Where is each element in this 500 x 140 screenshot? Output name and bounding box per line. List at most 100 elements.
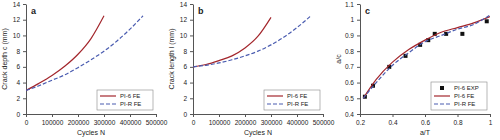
tick: 200000 <box>235 114 257 126</box>
tick: 0.8 <box>453 114 462 126</box>
tick-mark <box>78 114 79 117</box>
tick: 500000 <box>313 114 335 126</box>
line <box>193 17 310 67</box>
tick-label: 10 <box>13 32 21 39</box>
tick-label: 1.1 <box>345 1 354 8</box>
plot-area <box>26 16 143 91</box>
tick-mark <box>297 114 298 117</box>
tick: 0.7 <box>345 63 360 70</box>
tick-label: 200000 <box>68 119 90 126</box>
tick: 100000 <box>209 114 231 126</box>
tick: 1 <box>350 16 360 23</box>
legend: PI-6 EXP PI-6 FE PI-R FE <box>431 82 487 110</box>
plot-area <box>193 17 310 67</box>
tick-mark <box>357 20 360 21</box>
legend-label: PI-6 FE <box>287 93 307 99</box>
tick: 8 <box>16 48 26 55</box>
tick: 0.4 <box>345 111 360 118</box>
tick-label: 4 <box>183 79 187 86</box>
tick-mark <box>190 98 193 99</box>
tick-mark <box>190 35 193 36</box>
tick-label: 2 <box>183 95 187 102</box>
tick-label: 1 <box>350 16 354 23</box>
tick-label: 14 <box>13 1 21 8</box>
tick-mark <box>156 114 157 117</box>
tick: 10 <box>180 32 193 39</box>
legend-label: PI-6 FE <box>120 93 140 99</box>
y-axis: 0 2 4 6 8 10 12 14 <box>13 1 27 118</box>
legend-label: PI-6 EXP <box>454 85 479 91</box>
tick: 0 <box>16 111 26 118</box>
tick-mark <box>190 51 193 52</box>
tick-mark <box>190 4 193 5</box>
y-axis-title: a/c <box>335 54 342 64</box>
axis-line <box>360 5 361 115</box>
tick-mark <box>23 4 26 5</box>
axis-line <box>194 114 324 115</box>
tick: 1 <box>489 114 493 126</box>
legend-label: PI-R FE <box>454 101 475 107</box>
tick-label: 10 <box>180 32 188 39</box>
tick-label: 12 <box>180 16 188 23</box>
panel-label: c <box>365 6 370 16</box>
tick-label: 200000 <box>235 119 257 126</box>
tick: 200000 <box>68 114 90 126</box>
legend-label: PI-R FE <box>120 101 141 107</box>
tick-mark <box>190 83 193 84</box>
tick: 0.6 <box>345 79 360 86</box>
tick: 2 <box>183 95 193 102</box>
panel: 0100000200000300000400000500000024681012… <box>1 1 168 137</box>
tick: 6 <box>16 63 26 70</box>
tick: 500000 <box>146 114 168 126</box>
point <box>485 19 489 23</box>
tick: 300000 <box>261 114 283 126</box>
tick-label: 0 <box>192 119 196 126</box>
tick-label: 0.4 <box>345 111 354 118</box>
tick-label: 6 <box>183 63 187 70</box>
line <box>363 15 490 98</box>
line <box>363 17 490 99</box>
tick-label: 0 <box>183 111 187 118</box>
tick-label: 0.6 <box>345 79 354 86</box>
tick-mark <box>104 114 105 117</box>
tick-mark <box>190 114 193 115</box>
tick-mark <box>130 114 131 117</box>
tick-mark <box>190 20 193 21</box>
x-axis-title: Cycles N <box>244 129 272 137</box>
tick-label: 100000 <box>209 119 231 126</box>
tick-label: 100000 <box>42 119 64 126</box>
legend: PI-6 FE PI-R FE <box>97 90 153 110</box>
tick-label: 4 <box>16 79 20 86</box>
tick-mark <box>357 114 360 115</box>
tick: 1.1 <box>345 1 360 8</box>
tick-mark <box>23 83 26 84</box>
tick: 8 <box>183 48 193 55</box>
legend-symbol <box>267 103 283 104</box>
tick-mark <box>357 83 360 84</box>
tick-label: 14 <box>180 1 188 8</box>
tick-mark <box>357 67 360 68</box>
tick-mark <box>357 51 360 52</box>
tick-label: 0 <box>16 111 20 118</box>
tick-label: 0.2 <box>356 119 365 126</box>
x-axis-title: a/T <box>420 129 431 136</box>
tick-label: 12 <box>13 16 21 23</box>
legend-symbol <box>100 103 116 104</box>
tick: 400000 <box>287 114 309 126</box>
legend-symbol <box>440 86 444 90</box>
tick-label: 500000 <box>146 119 168 126</box>
tick-label: 0.8 <box>453 119 462 126</box>
tick-label: 8 <box>16 48 20 55</box>
axis-line <box>193 5 194 115</box>
panel: 0 100000 200000 300000 400000 500000 0 2 4 6 8 10 12… <box>168 1 335 137</box>
y-axis-title: Crack length l (mm) <box>168 28 176 89</box>
tick-mark <box>23 51 26 52</box>
tick: 0 <box>25 114 29 126</box>
tick-mark <box>219 114 220 117</box>
tick-mark <box>271 114 272 117</box>
legend: PI-6 FEPI-R FE <box>264 90 320 110</box>
panel-label: a <box>31 6 37 16</box>
legend-label: PI-6 FE <box>454 93 474 99</box>
tick-label: 2 <box>16 95 20 102</box>
figure: 0100000200000300000400000500000024681012… <box>0 0 500 140</box>
